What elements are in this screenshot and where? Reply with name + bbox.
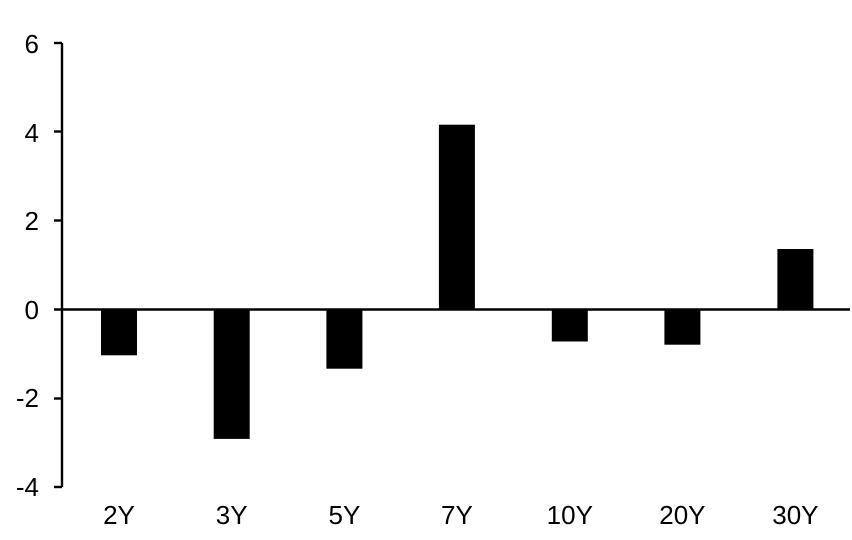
svg-text:-4: -4 (16, 472, 39, 502)
svg-text:2: 2 (25, 206, 39, 236)
svg-text:30Y: 30Y (772, 500, 818, 530)
svg-text:4: 4 (25, 118, 39, 148)
svg-text:0: 0 (25, 295, 39, 325)
svg-text:20Y: 20Y (659, 500, 705, 530)
svg-text:7Y: 7Y (441, 500, 473, 530)
svg-text:-2: -2 (16, 383, 39, 413)
svg-text:10Y: 10Y (547, 500, 593, 530)
svg-text:6: 6 (25, 29, 39, 59)
svg-text:3Y: 3Y (216, 500, 248, 530)
svg-text:5Y: 5Y (328, 500, 360, 530)
svg-text:2Y: 2Y (103, 500, 135, 530)
